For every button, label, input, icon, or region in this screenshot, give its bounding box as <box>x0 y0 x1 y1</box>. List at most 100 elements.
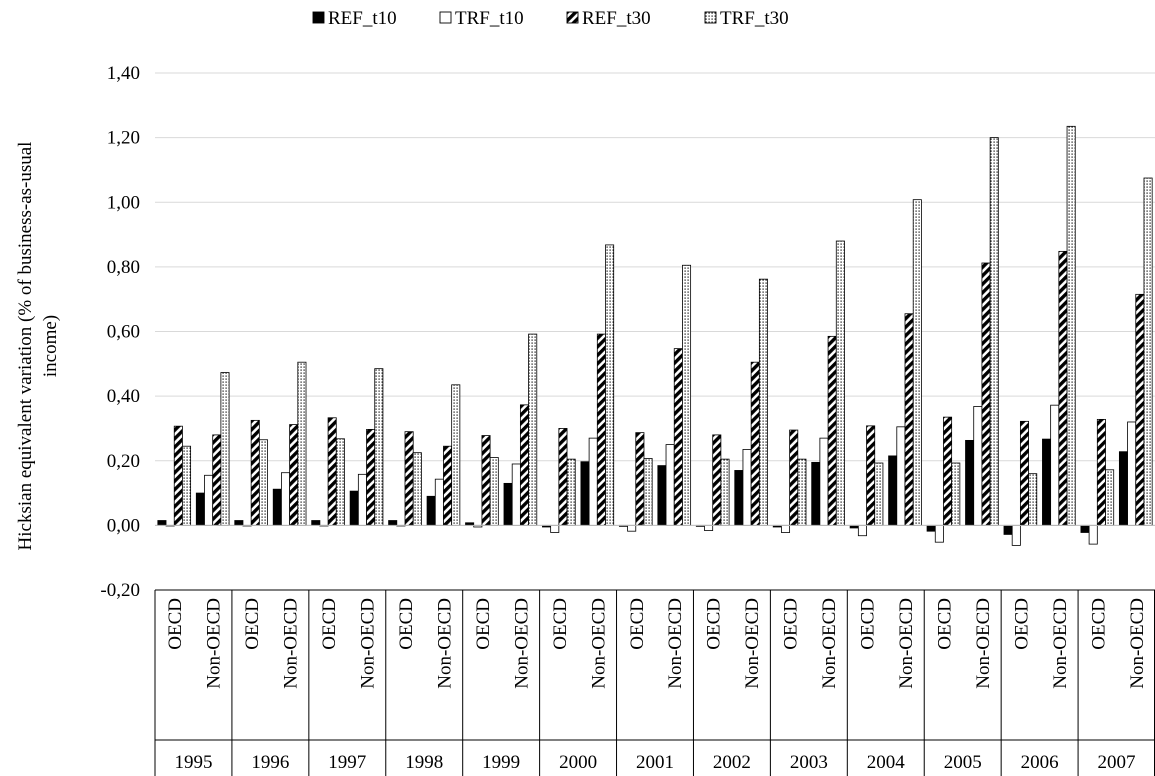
bar-REF_t10 <box>272 488 282 526</box>
bar-REF_t10 <box>926 524 936 532</box>
y-tick-label: 1,20 <box>107 128 140 149</box>
group-label: 1996 <box>251 752 289 773</box>
y-axis-label-line-2: income) <box>40 315 61 377</box>
bar-TRF_t30 <box>874 462 884 526</box>
gridlines <box>155 72 1155 526</box>
bar-REF_t30 <box>596 333 606 526</box>
bar-REF_t10 <box>503 482 513 526</box>
bar-TRF_t10 <box>1011 524 1021 546</box>
category-label: Non-OECD <box>1127 598 1148 689</box>
bar-TRF_t30 <box>566 458 576 526</box>
bar-REF_t30 <box>981 262 991 526</box>
group-label: 2001 <box>636 752 674 773</box>
bar-TRF_t30 <box>258 439 268 526</box>
bar-TRF_t30 <box>297 361 307 526</box>
bars <box>157 125 1153 546</box>
category-label: OECD <box>242 598 263 650</box>
legend-swatch-REF_t10 <box>312 11 325 24</box>
category-label: Non-OECD <box>588 598 609 689</box>
legend-label: TRF_t30 <box>720 8 789 29</box>
bar-TRF_t30 <box>951 462 961 526</box>
bar-REF_t30 <box>173 425 183 526</box>
bar-REF_t10 <box>195 492 205 526</box>
category-label: OECD <box>319 598 340 650</box>
group-label: 2007 <box>1098 752 1136 773</box>
category-label: Non-OECD <box>281 598 302 689</box>
category-label: OECD <box>396 598 417 650</box>
bar-TRF_t10 <box>1127 421 1137 526</box>
x-axis: 1995 OECD Non-OECD 1996 OECD Non-OECD 1997 OECD… <box>154 524 1155 776</box>
legend: REF_t10 TRF_t10 REF_t30 TRF_t30 <box>312 8 789 29</box>
y-tick-label: 0,60 <box>107 322 140 343</box>
bar-REF_t30 <box>443 445 453 526</box>
bar-REF_t30 <box>673 348 683 526</box>
bar-REF_t30 <box>1096 418 1106 526</box>
group-label: 1997 <box>328 752 366 773</box>
bar-TRF_t30 <box>1066 125 1076 526</box>
legend-swatch-REF_t30 <box>566 11 579 24</box>
bar-TRF_t10 <box>857 524 867 537</box>
bar-TRF_t30 <box>412 452 422 526</box>
group-label: 1995 <box>174 752 212 773</box>
bar-REF_t10 <box>234 520 244 526</box>
y-tick-label: 0,20 <box>107 451 140 472</box>
y-tick-label: 0,40 <box>107 386 140 407</box>
category-label: OECD <box>858 598 879 650</box>
bar-REF_t30 <box>366 429 376 526</box>
bar-REF_t30 <box>866 425 876 526</box>
bar-TRF_t10 <box>704 524 714 531</box>
group-label: 2005 <box>944 752 982 773</box>
bar-REF_t10 <box>1118 451 1128 526</box>
group-label: 1998 <box>405 752 443 773</box>
category-label: OECD <box>704 598 725 650</box>
bar-REF_t30 <box>943 416 953 526</box>
bar-TRF_t10 <box>434 478 444 526</box>
legend-swatch-TRF_t30 <box>704 11 717 24</box>
category-label: Non-OECD <box>511 598 532 689</box>
bar-TRF_t10 <box>934 524 944 543</box>
bar-REF_t30 <box>327 417 337 526</box>
category-label: OECD <box>627 598 648 650</box>
category-label: OECD <box>473 598 494 650</box>
category-label: OECD <box>934 598 955 650</box>
legend-label: REF_t10 <box>328 8 397 29</box>
category-label: OECD <box>550 598 571 650</box>
bar-TRF_t30 <box>605 244 615 526</box>
bar-REF_t10 <box>311 520 321 526</box>
bar-TRF_t30 <box>528 333 538 526</box>
bar-TRF_t30 <box>182 445 192 526</box>
bar-REF_t10 <box>1003 524 1013 535</box>
bar-REF_t30 <box>404 431 414 526</box>
bar-TRF_t30 <box>643 458 653 526</box>
y-axis-label-line-1: Hicksian equivalent variation (% of busi… <box>15 142 36 551</box>
bar-TRF_t10 <box>1050 404 1060 526</box>
y-tick-label: 0,80 <box>107 257 140 278</box>
bar-REF_t10 <box>657 465 667 526</box>
bar-REF_t10 <box>157 520 167 526</box>
legend-swatch-TRF_t10 <box>439 11 452 24</box>
bar-TRF_t30 <box>1143 177 1153 526</box>
bar-TRF_t10 <box>742 449 752 526</box>
category-label: Non-OECD <box>973 598 994 689</box>
y-tick-label: -0,20 <box>100 580 140 601</box>
bar-REF_t30 <box>827 335 837 526</box>
bar-TRF_t30 <box>758 278 768 526</box>
bar-TRF_t10 <box>627 524 637 532</box>
bar-REF_t30 <box>750 361 760 526</box>
y-tick-label: 1,00 <box>107 192 140 213</box>
bar-REF_t10 <box>1042 438 1052 526</box>
bar-TRF_t10 <box>781 524 791 533</box>
bar-TRF_t30 <box>1105 469 1115 526</box>
bar-REF_t10 <box>349 490 359 526</box>
bar-REF_t10 <box>388 520 398 526</box>
bar-REF_t10 <box>1080 524 1090 533</box>
bar-TRF_t10 <box>281 472 291 526</box>
bar-TRF_t10 <box>665 444 675 526</box>
group-label: 2002 <box>713 752 751 773</box>
bar-REF_t30 <box>519 404 529 526</box>
bar-REF_t30 <box>904 313 914 526</box>
category-label: Non-OECD <box>896 598 917 689</box>
bar-REF_t10 <box>426 495 436 526</box>
category-label: OECD <box>165 598 186 650</box>
